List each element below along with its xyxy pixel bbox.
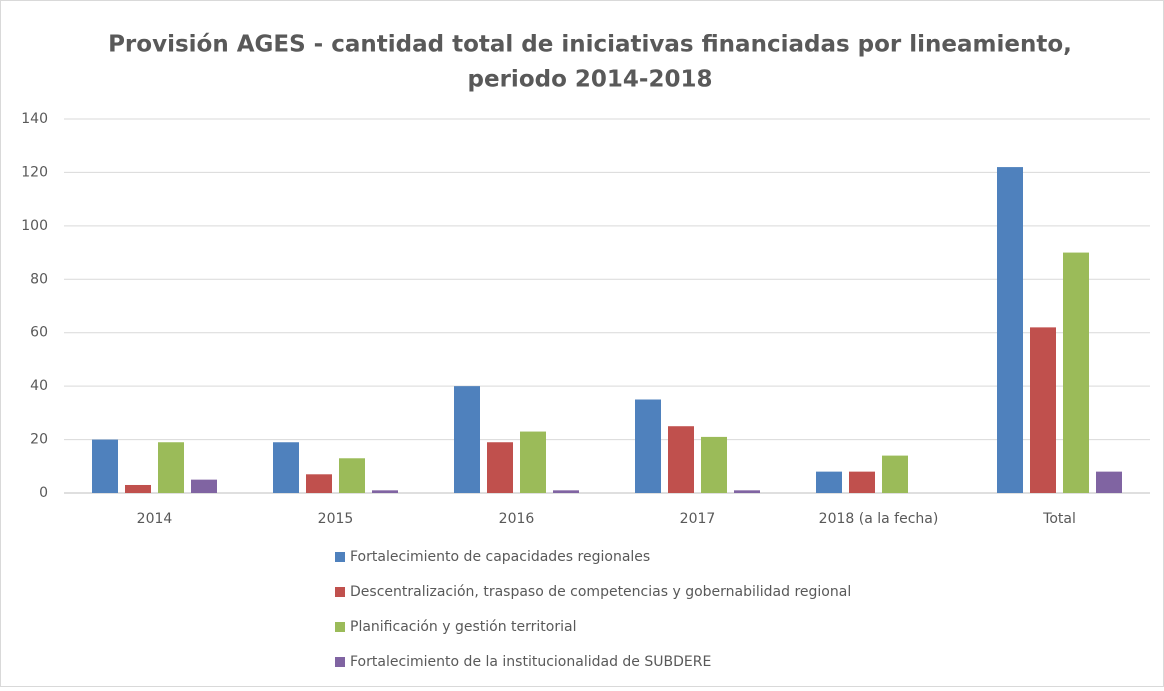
x-tick-label: 2016 [499,511,535,527]
bar [306,474,332,493]
bar [553,490,579,493]
legend-swatch [335,622,345,632]
x-tick-label: Total [1042,511,1076,527]
y-tick-label: 40 [30,378,48,394]
x-tick-label: 2014 [137,511,173,527]
bar [816,471,842,493]
bar [372,490,398,493]
legend-swatch [335,587,345,597]
bar [849,471,875,493]
bar [339,458,365,493]
bar [668,426,694,493]
y-tick-label: 20 [30,432,48,448]
bar [273,442,299,493]
bar [734,490,760,493]
legend-swatch [335,657,345,667]
bar [635,399,661,493]
bar [191,479,217,493]
x-tick-label: 2018 (a la fecha) [819,511,939,527]
bar [1096,471,1122,493]
legend-swatch [335,552,345,562]
legend-label: Fortalecimiento de la institucionalidad … [350,654,711,670]
bar [882,455,908,493]
y-tick-label: 140 [21,111,48,127]
bar [454,386,480,493]
y-tick-label: 120 [21,164,48,180]
bar [125,484,151,493]
chart-title: Provisión AGES - cantidad total de inici… [108,32,1072,58]
bar [92,439,118,493]
x-tick-label: 2017 [680,511,716,527]
y-tick-label: 100 [21,218,48,234]
y-tick-label: 80 [30,271,48,287]
bar [701,436,727,493]
bar [997,167,1023,494]
y-tick-label: 60 [30,325,48,341]
bar [487,442,513,493]
bar [1030,327,1056,493]
legend-label: Planificación y gestión territorial [350,619,576,635]
legend-label: Fortalecimiento de capacidades regionale… [350,549,650,565]
x-tick-label: 2015 [318,511,354,527]
legend-label: Descentralización, traspaso de competenc… [350,584,851,600]
chart-title: periodo 2014-2018 [468,67,713,93]
y-tick-label: 0 [39,485,48,501]
bar [158,442,184,493]
bar [1063,252,1089,493]
bar [520,431,546,493]
